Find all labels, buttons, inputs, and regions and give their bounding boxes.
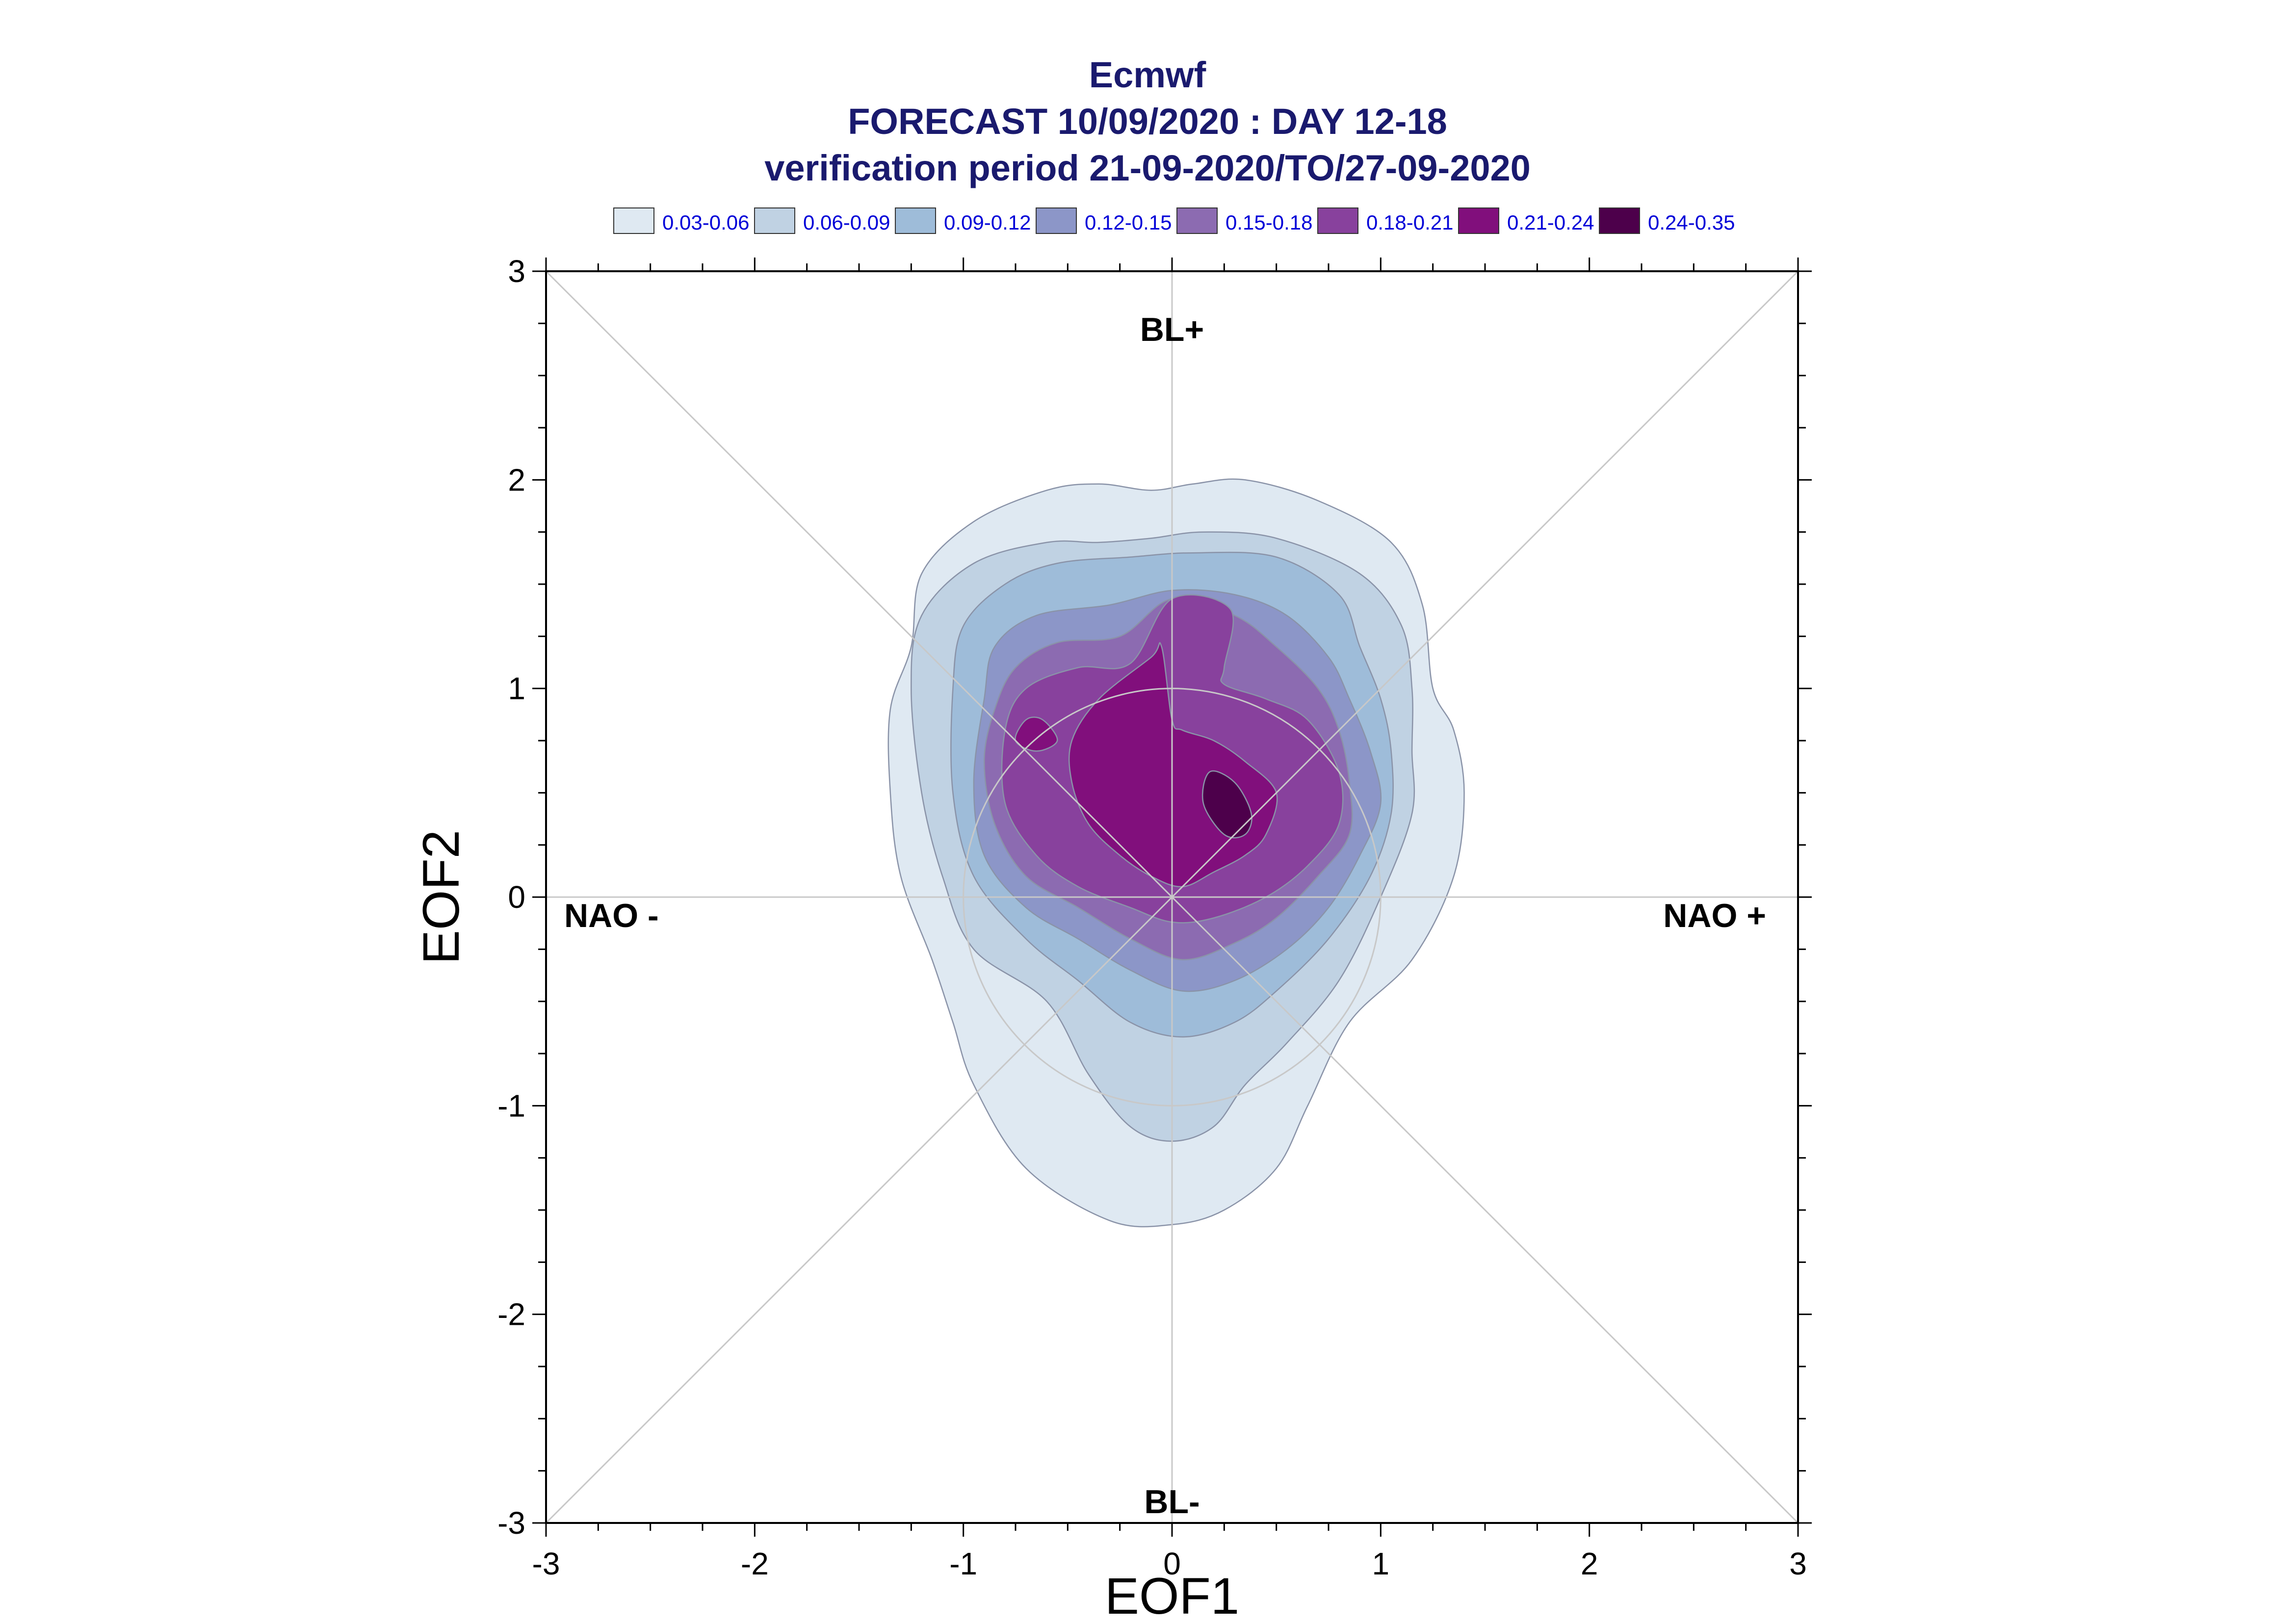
chart-title: Ecmwf: [1089, 54, 1206, 95]
legend-label: 0.06-0.09: [803, 211, 890, 234]
regime-label-bl-plus: BL+: [1140, 311, 1204, 348]
legend-swatch: [1176, 207, 1218, 234]
regime-label-nao-minus: NAO -: [564, 897, 659, 934]
x-tick-label: -2: [741, 1546, 769, 1581]
legend-label: 0.09-0.12: [944, 211, 1031, 234]
x-tick-label: 0: [1163, 1546, 1181, 1581]
legend-swatch: [754, 207, 795, 234]
y-tick-label: 1: [508, 671, 525, 706]
legend-swatch: [1036, 207, 1077, 234]
legend-label: 0.12-0.15: [1085, 211, 1172, 234]
chart-subtitle: FORECAST 10/09/2020 : DAY 12-18: [848, 101, 1447, 142]
legend-label: 0.21-0.24: [1507, 211, 1594, 234]
x-axis-label: EOF1: [1105, 1568, 1239, 1624]
x-tick-label: -3: [532, 1546, 560, 1581]
chart-period: verification period 21-09-2020/TO/27-09-…: [764, 148, 1531, 188]
regime-label-nao-plus: NAO +: [1663, 897, 1766, 934]
legend-label: 0.24-0.35: [1648, 211, 1735, 234]
y-tick-label: 3: [508, 254, 525, 289]
contour-level: [1201, 770, 1252, 839]
y-tick-label: -1: [497, 1088, 525, 1123]
regime-label-bl-minus: BL-: [1144, 1483, 1200, 1521]
legend-label: 0.15-0.18: [1226, 211, 1313, 234]
legend-swatch: [613, 207, 654, 234]
legend-swatch: [1317, 207, 1358, 234]
y-axis-label: EOF2: [413, 830, 470, 964]
axis-ticks: -3 -2 -1 0 1 2 3 3 2 1 0 -1 -2 -3: [497, 254, 1812, 1581]
x-tick-label: 1: [1372, 1546, 1390, 1581]
x-tick-label: 2: [1581, 1546, 1598, 1581]
y-tick-label: 2: [508, 462, 525, 497]
legend-label: 0.18-0.21: [1366, 211, 1454, 234]
contour-level: [1015, 716, 1058, 752]
legend-label: 0.03-0.06: [662, 211, 750, 234]
legend-swatch: [895, 207, 936, 234]
y-tick-label: -2: [497, 1297, 525, 1332]
y-tick-label: -3: [497, 1505, 525, 1541]
reference-circle: [963, 688, 1382, 1107]
x-tick-label: 3: [1789, 1546, 1807, 1581]
legend-swatch: [1458, 207, 1499, 234]
y-tick-label: 0: [508, 879, 525, 915]
legend-swatch: [1599, 207, 1640, 234]
axis-labels: EOF1 EOF2 BL+ BL- NAO - NAO +: [413, 311, 1766, 1624]
density-contours: [887, 478, 1465, 1228]
x-tick-label: -1: [949, 1546, 977, 1581]
guide-lines: [545, 270, 1799, 1524]
